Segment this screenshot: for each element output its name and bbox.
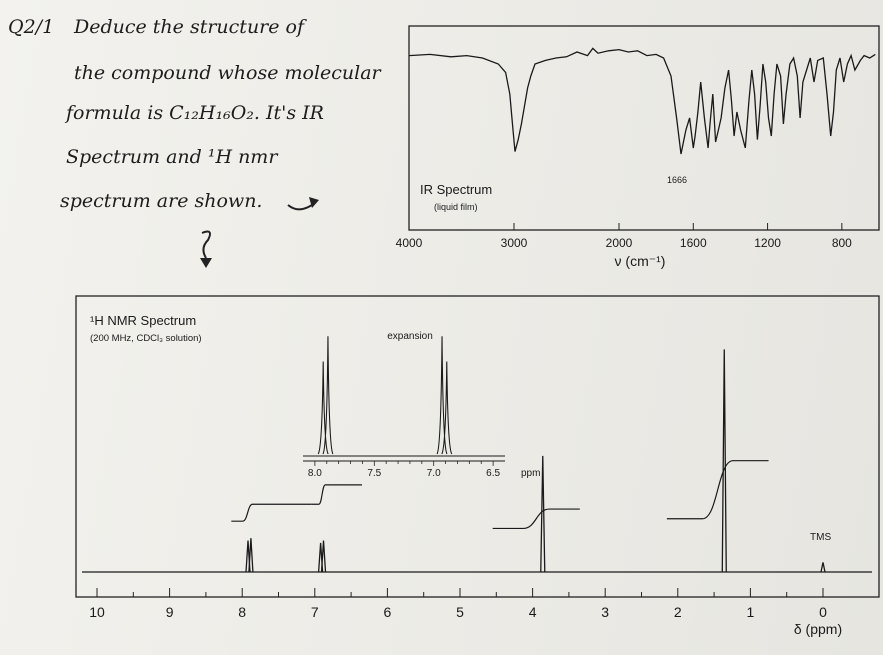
question-line-3: formula is C₁₂H₁₆O₂. It's IR bbox=[66, 102, 324, 124]
question-line-4: Spectrum and ¹H nmr bbox=[66, 146, 278, 168]
expansion-tick-label-7.5: 7.5 bbox=[367, 468, 381, 479]
expansion-peak-2 bbox=[436, 336, 448, 455]
nmr-tick-label-2: 2 bbox=[674, 604, 682, 620]
expansion-xlabel: ppm bbox=[521, 468, 540, 479]
nmr-integral-0 bbox=[231, 503, 264, 522]
nmr-tick-label-6: 6 bbox=[384, 604, 392, 620]
nmr-tick-label-8: 8 bbox=[238, 604, 246, 620]
nmr-tick-label-0: 0 bbox=[819, 604, 827, 620]
question-line-1: Deduce the structure of bbox=[74, 16, 305, 38]
nmr-tick-label-1: 1 bbox=[747, 604, 755, 620]
nmr-peak-4 bbox=[540, 455, 546, 573]
ir-tick-label-4000: 4000 bbox=[396, 236, 423, 250]
question-line-5: spectrum are shown. bbox=[60, 190, 263, 212]
ir-frame bbox=[408, 25, 880, 231]
ir-series-line bbox=[408, 47, 876, 155]
ir-xlabel: ν (cm⁻¹) bbox=[615, 253, 666, 269]
nmr-integral-5 bbox=[666, 460, 769, 520]
ir-tick-label-1200: 1200 bbox=[754, 236, 781, 250]
nmr-integral-4 bbox=[492, 508, 580, 530]
ir-tick-label-3000: 3000 bbox=[501, 236, 528, 250]
expansion-peak-3 bbox=[441, 361, 453, 455]
nmr-annotation-TMS: TMS bbox=[810, 532, 831, 543]
ir-tick-label-800: 800 bbox=[832, 236, 852, 250]
nmr-xlabel: δ (ppm) bbox=[794, 621, 842, 637]
nmr-peak-6 bbox=[820, 562, 826, 573]
nmr-integral-2 bbox=[311, 484, 333, 505]
question-line-2: the compound whose molecular bbox=[74, 62, 381, 84]
ir-subtitle: (liquid film) bbox=[434, 202, 478, 212]
down-arrow-icon bbox=[201, 230, 211, 259]
ir-tick-label-2000: 2000 bbox=[606, 236, 633, 250]
nmr-peak-1 bbox=[248, 538, 254, 573]
nmr-peak-3 bbox=[320, 540, 327, 573]
question-number: Q2/1 bbox=[8, 16, 55, 38]
nmr-tick-label-7: 7 bbox=[311, 604, 319, 620]
nmr-tick-label-3: 3 bbox=[601, 604, 609, 620]
ir-title: IR Spectrum bbox=[420, 182, 492, 197]
nmr-frame bbox=[75, 295, 880, 598]
nmr-subtitle: (200 MHz, CDCl₃ solution) bbox=[90, 333, 202, 344]
nmr-title: ¹H NMR Spectrum bbox=[90, 313, 196, 328]
ir-tick-label-1600: 1600 bbox=[680, 236, 707, 250]
expansion-peak-1 bbox=[322, 336, 334, 455]
nmr-tick-label-4: 4 bbox=[529, 604, 537, 620]
expansion-peak-0 bbox=[317, 361, 329, 455]
expansion-tick-label-8: 8.0 bbox=[308, 468, 322, 479]
nmr-tick-label-9: 9 bbox=[166, 604, 174, 620]
ir-annotation-1666: 1666 bbox=[667, 175, 687, 185]
expansion-tick-label-7: 7.0 bbox=[427, 468, 441, 479]
expansion-tick-label-6.5: 6.5 bbox=[486, 468, 500, 479]
nmr-tick-label-5: 5 bbox=[456, 604, 464, 620]
expansion-label: expansion bbox=[387, 331, 433, 342]
nmr-tick-label-10: 10 bbox=[89, 604, 105, 620]
nmr-peak-5 bbox=[721, 349, 727, 573]
